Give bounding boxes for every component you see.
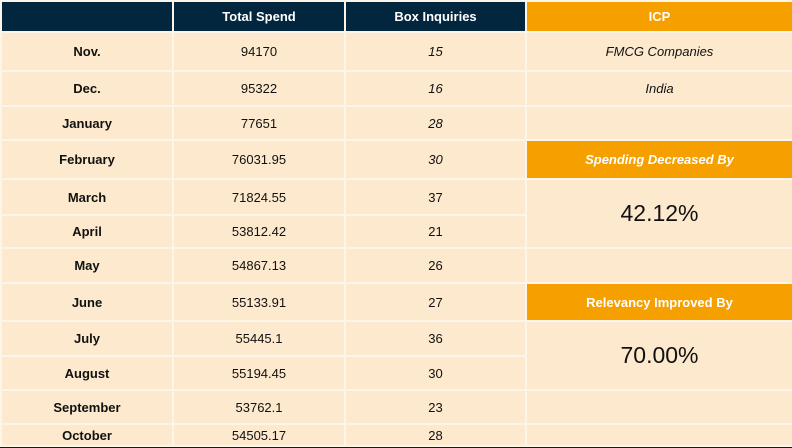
- table-row: October 54505.17 28: [0, 423, 792, 447]
- inquiries-cell: 21: [344, 214, 527, 249]
- spend-cell: 71824.55: [172, 178, 346, 216]
- inquiries-cell: 28: [344, 105, 527, 141]
- table-row: September 53762.1 23: [0, 389, 792, 425]
- table-row: June 55133.91 27 Relevancy Improved By: [0, 282, 792, 322]
- spending-decreased-label: Spending Decreased By: [525, 139, 792, 180]
- table-row: August 55194.45 30: [0, 355, 792, 391]
- empty-cell: [525, 423, 792, 447]
- inquiries-cell: 30: [344, 139, 527, 180]
- month-cell: April: [0, 214, 174, 249]
- header-box-inquiries: Box Inquiries: [344, 0, 527, 33]
- icp-industry: FMCG Companies: [525, 31, 792, 72]
- spend-cell: 53812.42: [172, 214, 346, 249]
- month-cell: September: [0, 389, 174, 425]
- spend-cell: 54867.13: [172, 247, 346, 284]
- spending-decreased-value: 42.12%: [525, 178, 792, 249]
- relevancy-improved-label: Relevancy Improved By: [525, 282, 792, 322]
- icp-country: India: [525, 70, 792, 107]
- table-row: January 77651 28: [0, 105, 792, 141]
- month-cell: February: [0, 139, 174, 180]
- table-row: May 54867.13 26: [0, 247, 792, 284]
- month-cell: May: [0, 247, 174, 284]
- table-row: Nov. 94170 15 FMCG Companies: [0, 31, 792, 72]
- month-cell: January: [0, 105, 174, 141]
- table-row: Dec. 95322 16 India: [0, 70, 792, 107]
- spend-cell: 53762.1: [172, 389, 346, 425]
- month-cell: Nov.: [0, 31, 174, 72]
- header-total-spend: Total Spend: [172, 0, 346, 33]
- inquiries-cell: 28: [344, 423, 527, 447]
- month-cell: July: [0, 320, 174, 357]
- empty-cell: [525, 247, 792, 284]
- empty-cell: [525, 389, 792, 425]
- month-cell: June: [0, 282, 174, 322]
- header-row: Total Spend Box Inquiries ICP: [0, 0, 792, 33]
- empty-cell: [525, 105, 792, 141]
- month-cell: March: [0, 178, 174, 216]
- spend-cell: 54505.17: [172, 423, 346, 447]
- inquiries-cell: 26: [344, 247, 527, 284]
- inquiries-cell: 30: [344, 355, 527, 391]
- spend-cell: 95322: [172, 70, 346, 107]
- month-cell: August: [0, 355, 174, 391]
- month-cell: Dec.: [0, 70, 174, 107]
- inquiries-cell: 15: [344, 31, 527, 72]
- header-month: [0, 0, 174, 33]
- inquiries-cell: 23: [344, 389, 527, 425]
- table-row: February 76031.95 30 Spending Decreased …: [0, 139, 792, 180]
- inquiries-cell: 36: [344, 320, 527, 357]
- spend-cell: 55445.1: [172, 320, 346, 357]
- spend-cell: 76031.95: [172, 139, 346, 180]
- month-cell: October: [0, 423, 174, 447]
- relevancy-improved-value: 70.00%: [525, 320, 792, 391]
- inquiries-cell: 27: [344, 282, 527, 322]
- spend-cell: 55133.91: [172, 282, 346, 322]
- table-row: April 53812.42 21: [0, 214, 792, 249]
- table-row: March 71824.55 37 42.12%: [0, 178, 792, 249]
- table-row: July 55445.1 36 70.00%: [0, 320, 792, 391]
- header-icp: ICP: [525, 0, 792, 33]
- inquiries-cell: 16: [344, 70, 527, 107]
- spend-cell: 94170: [172, 31, 346, 72]
- spend-cell: 77651: [172, 105, 346, 141]
- spend-cell: 55194.45: [172, 355, 346, 391]
- inquiries-cell: 37: [344, 178, 527, 216]
